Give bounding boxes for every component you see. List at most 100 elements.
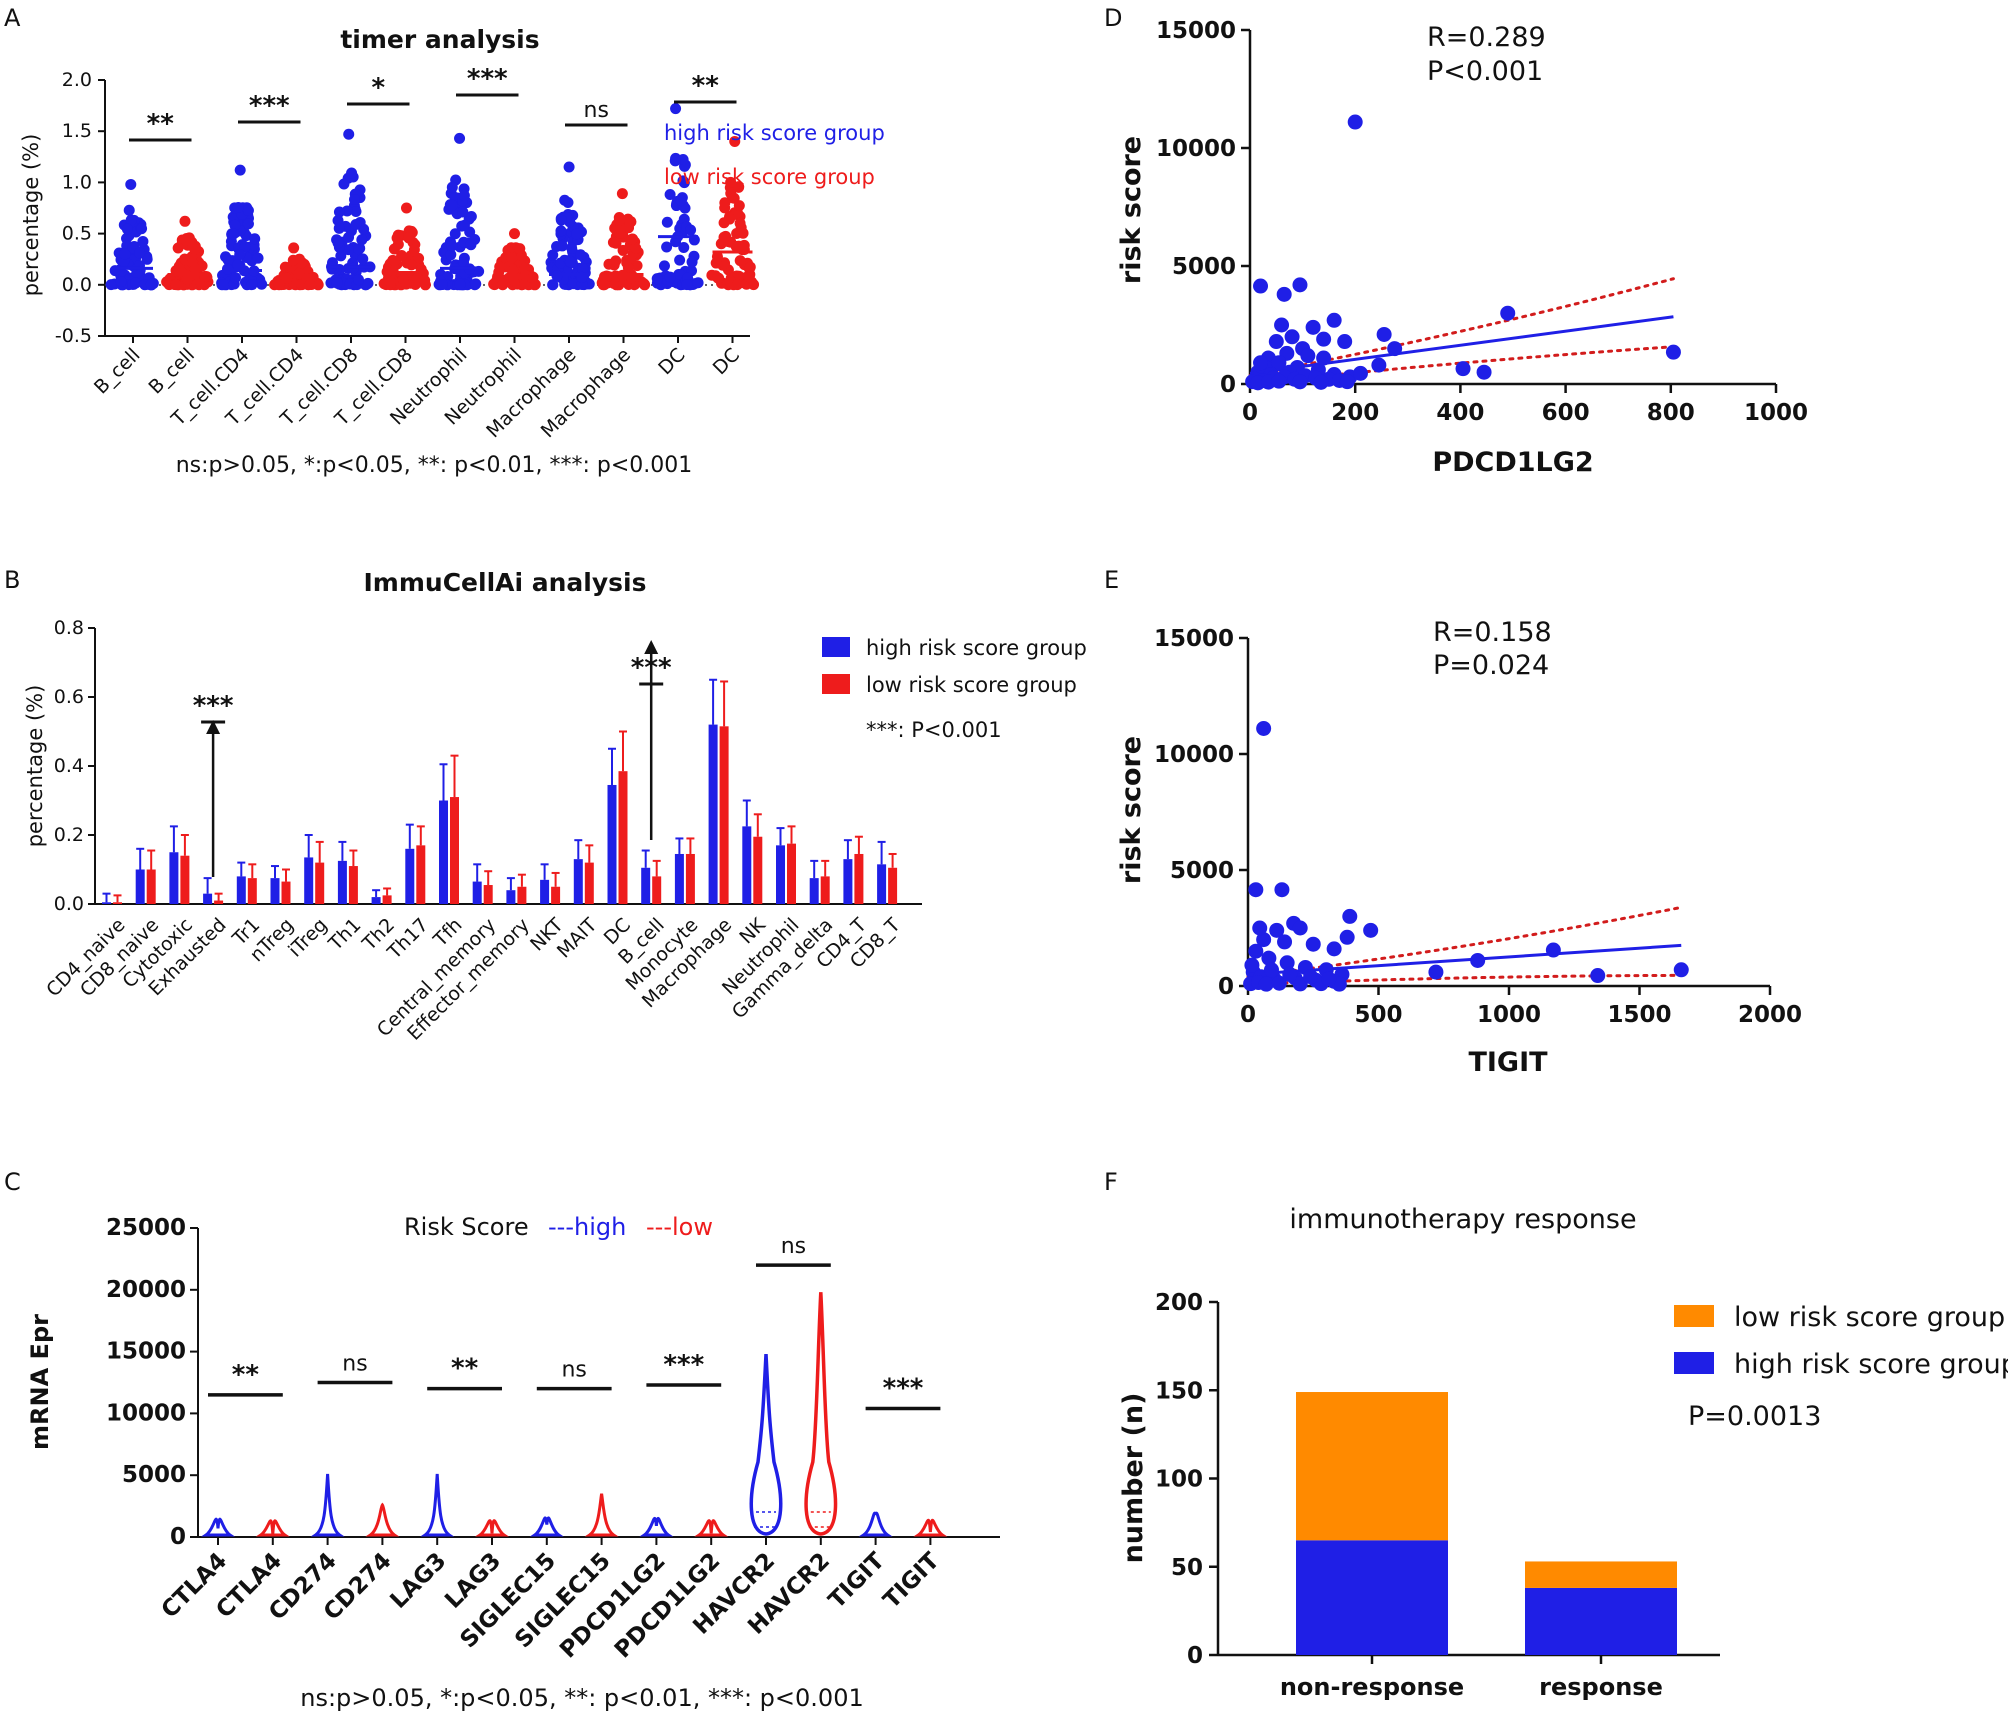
- data-point-a: [506, 252, 518, 264]
- data-point-max-a: [729, 135, 741, 147]
- x-tick-label-c: TIGIT: [879, 1548, 945, 1614]
- data-point: [1673, 962, 1689, 978]
- bar-low-b: [719, 726, 729, 904]
- data-point: [1279, 955, 1295, 971]
- x-tick-label-f: non-response: [1280, 1673, 1464, 1701]
- data-point: [1269, 922, 1285, 938]
- y-tick-label-a: 1.5: [62, 120, 92, 142]
- violin-c: [310, 1473, 345, 1537]
- data-point-a: [567, 278, 579, 290]
- data-point-a: [239, 241, 251, 253]
- data-point-a: [343, 231, 355, 243]
- data-point-a: [457, 206, 469, 218]
- bar-low-b: [820, 876, 830, 904]
- violin-c: [639, 1516, 674, 1537]
- x-tick-label-a: DC: [654, 344, 689, 379]
- data-point-a: [718, 231, 730, 243]
- stat-r-d: R=0.289: [1427, 22, 1546, 53]
- x-tick-label: 400: [1436, 400, 1484, 426]
- data-point: [1347, 114, 1363, 130]
- data-point-a: [446, 240, 458, 252]
- data-point-a: [470, 278, 482, 290]
- bar-low-b: [450, 797, 459, 904]
- data-point-a: [179, 234, 191, 246]
- x-tick-label-b: iTreg: [284, 914, 332, 962]
- data-point: [1545, 942, 1561, 958]
- data-point-a: [686, 256, 698, 268]
- data-point-a: [554, 257, 566, 269]
- legend-swatch-high-f: [1674, 1352, 1714, 1374]
- bar-high-b: [203, 893, 213, 904]
- panel-e: E R=0.158 P=0.024 risk score TIGIT 15000…: [1104, 566, 1802, 1078]
- data-point-a: [304, 278, 316, 290]
- data-point-a: [661, 216, 673, 228]
- y-tick-label-f: 50: [1171, 1555, 1203, 1581]
- bar-high-b: [540, 879, 550, 904]
- data-point-a: [130, 277, 142, 289]
- y-tick-label: 0: [1218, 974, 1234, 1000]
- data-point-a: [252, 252, 264, 264]
- data-point-a: [189, 263, 201, 275]
- panel-b: B ImmuCellAi analysis percentage (%) 0.8…: [4, 566, 1087, 1045]
- bar-low-b: [180, 855, 190, 904]
- bar-low-b: [382, 895, 392, 904]
- data-point-a: [610, 237, 622, 249]
- bar-low-b: [247, 878, 257, 904]
- data-point: [1316, 331, 1332, 347]
- data-point-a: [556, 240, 568, 252]
- data-point-a: [356, 234, 368, 246]
- bar-low-b: [214, 900, 224, 904]
- data-point-a: [617, 244, 629, 256]
- data-point-a: [571, 228, 583, 240]
- data-point-a: [419, 274, 431, 286]
- y-tick-label: 0: [1220, 372, 1236, 398]
- significance-label-a: **: [692, 71, 720, 101]
- data-point: [1371, 357, 1387, 373]
- data-point-a: [115, 276, 127, 288]
- data-point-a: [630, 242, 642, 254]
- data-point-a: [465, 239, 477, 251]
- data-point-a: [681, 279, 693, 291]
- bar-low-b: [584, 862, 594, 904]
- x-tick-label-b: Th1: [324, 914, 366, 956]
- data-point-a: [598, 279, 610, 291]
- ci-upper-line: [1248, 277, 1675, 377]
- data-point-a: [229, 219, 241, 231]
- data-point-a: [333, 206, 345, 218]
- y-tick-label-a: 0.0: [62, 274, 92, 296]
- stat-p-e: P=0.024: [1433, 650, 1549, 681]
- bar-high-b: [573, 859, 583, 904]
- data-point-a: [350, 205, 362, 217]
- data-point-max-a: [563, 161, 575, 173]
- violin-c: [255, 1519, 290, 1537]
- bar-low-b: [854, 853, 864, 904]
- x-axis-label-e: TIGIT: [1468, 1047, 1548, 1078]
- data-point-a: [446, 181, 458, 193]
- data-point: [1665, 344, 1681, 360]
- panel-label-a: A: [4, 4, 21, 32]
- bar-low-b: [416, 845, 426, 904]
- data-point-a: [232, 259, 244, 271]
- significance-label-c: ns: [781, 1234, 806, 1259]
- legend-low-c: ---low: [646, 1213, 713, 1241]
- data-point: [1470, 952, 1486, 968]
- data-point-a: [388, 243, 400, 255]
- data-point: [1263, 962, 1279, 978]
- significance-label-c: **: [232, 1360, 260, 1390]
- data-point-a: [664, 188, 676, 200]
- bar-high-b: [506, 890, 516, 904]
- bar-high-b: [843, 859, 853, 904]
- significance-label-c: ns: [561, 1358, 586, 1383]
- data-point-a: [458, 190, 470, 202]
- data-point-a: [350, 218, 362, 230]
- data-point-a: [397, 273, 409, 285]
- data-point: [1342, 908, 1358, 924]
- y-tick-label: 15000: [1156, 18, 1236, 44]
- bar-high-b: [270, 878, 280, 904]
- data-point: [1248, 943, 1264, 959]
- data-point-a: [388, 255, 400, 267]
- data-point: [1352, 365, 1368, 381]
- violin-c: [584, 1493, 619, 1537]
- y-tick-label-f: 200: [1155, 1290, 1203, 1316]
